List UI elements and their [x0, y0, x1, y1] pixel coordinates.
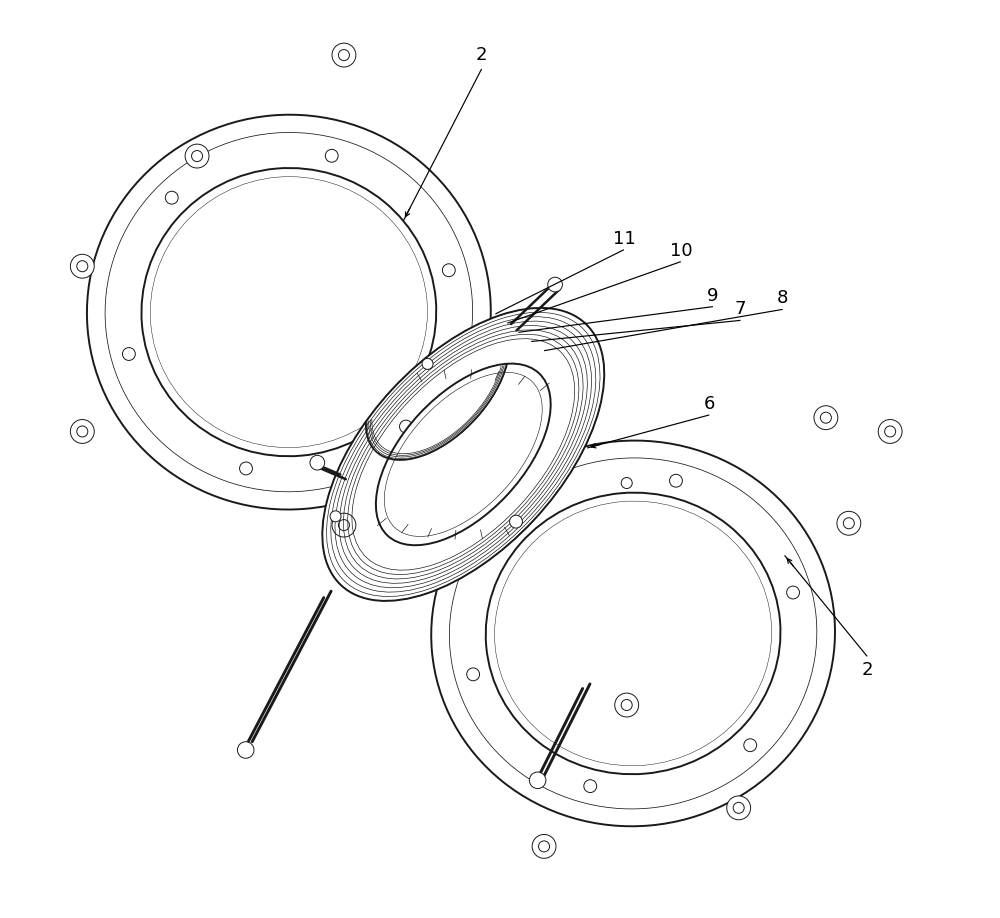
Circle shape [332, 43, 356, 67]
Circle shape [77, 426, 88, 437]
Circle shape [165, 191, 178, 204]
Circle shape [510, 515, 522, 528]
Circle shape [338, 50, 349, 61]
Text: 10: 10 [670, 241, 692, 260]
Circle shape [885, 426, 896, 437]
Circle shape [325, 150, 338, 162]
Circle shape [332, 513, 356, 537]
Text: 2: 2 [861, 661, 873, 679]
Circle shape [192, 151, 203, 162]
Ellipse shape [431, 441, 835, 826]
Circle shape [77, 261, 88, 272]
Ellipse shape [87, 115, 491, 509]
Circle shape [237, 742, 254, 758]
Circle shape [422, 358, 433, 369]
Circle shape [733, 802, 744, 813]
Circle shape [814, 406, 838, 430]
Circle shape [837, 511, 861, 535]
Circle shape [843, 518, 854, 529]
Text: 9: 9 [707, 286, 719, 305]
Circle shape [70, 254, 94, 278]
Ellipse shape [322, 308, 604, 601]
Circle shape [442, 263, 455, 276]
Circle shape [787, 586, 800, 599]
Ellipse shape [486, 493, 780, 774]
Circle shape [615, 693, 639, 717]
Circle shape [584, 779, 597, 792]
Circle shape [70, 420, 94, 443]
Circle shape [878, 420, 902, 443]
Circle shape [338, 520, 349, 531]
Circle shape [529, 772, 546, 789]
Circle shape [539, 841, 550, 852]
Text: 6: 6 [704, 395, 715, 413]
Circle shape [185, 144, 209, 168]
Circle shape [240, 462, 252, 475]
Ellipse shape [376, 364, 551, 545]
Circle shape [532, 834, 556, 858]
Text: 11: 11 [613, 230, 635, 248]
Circle shape [122, 348, 135, 361]
Circle shape [727, 796, 751, 820]
Circle shape [330, 510, 341, 521]
Circle shape [467, 668, 480, 681]
Text: 8: 8 [777, 289, 788, 308]
Circle shape [548, 277, 562, 292]
Text: 2: 2 [476, 46, 487, 64]
Circle shape [744, 739, 757, 752]
Circle shape [400, 420, 412, 433]
Ellipse shape [141, 168, 436, 456]
Circle shape [621, 477, 632, 488]
Circle shape [820, 412, 831, 423]
Circle shape [670, 475, 682, 487]
Circle shape [621, 700, 632, 711]
Text: 7: 7 [735, 300, 746, 319]
Circle shape [310, 455, 325, 470]
